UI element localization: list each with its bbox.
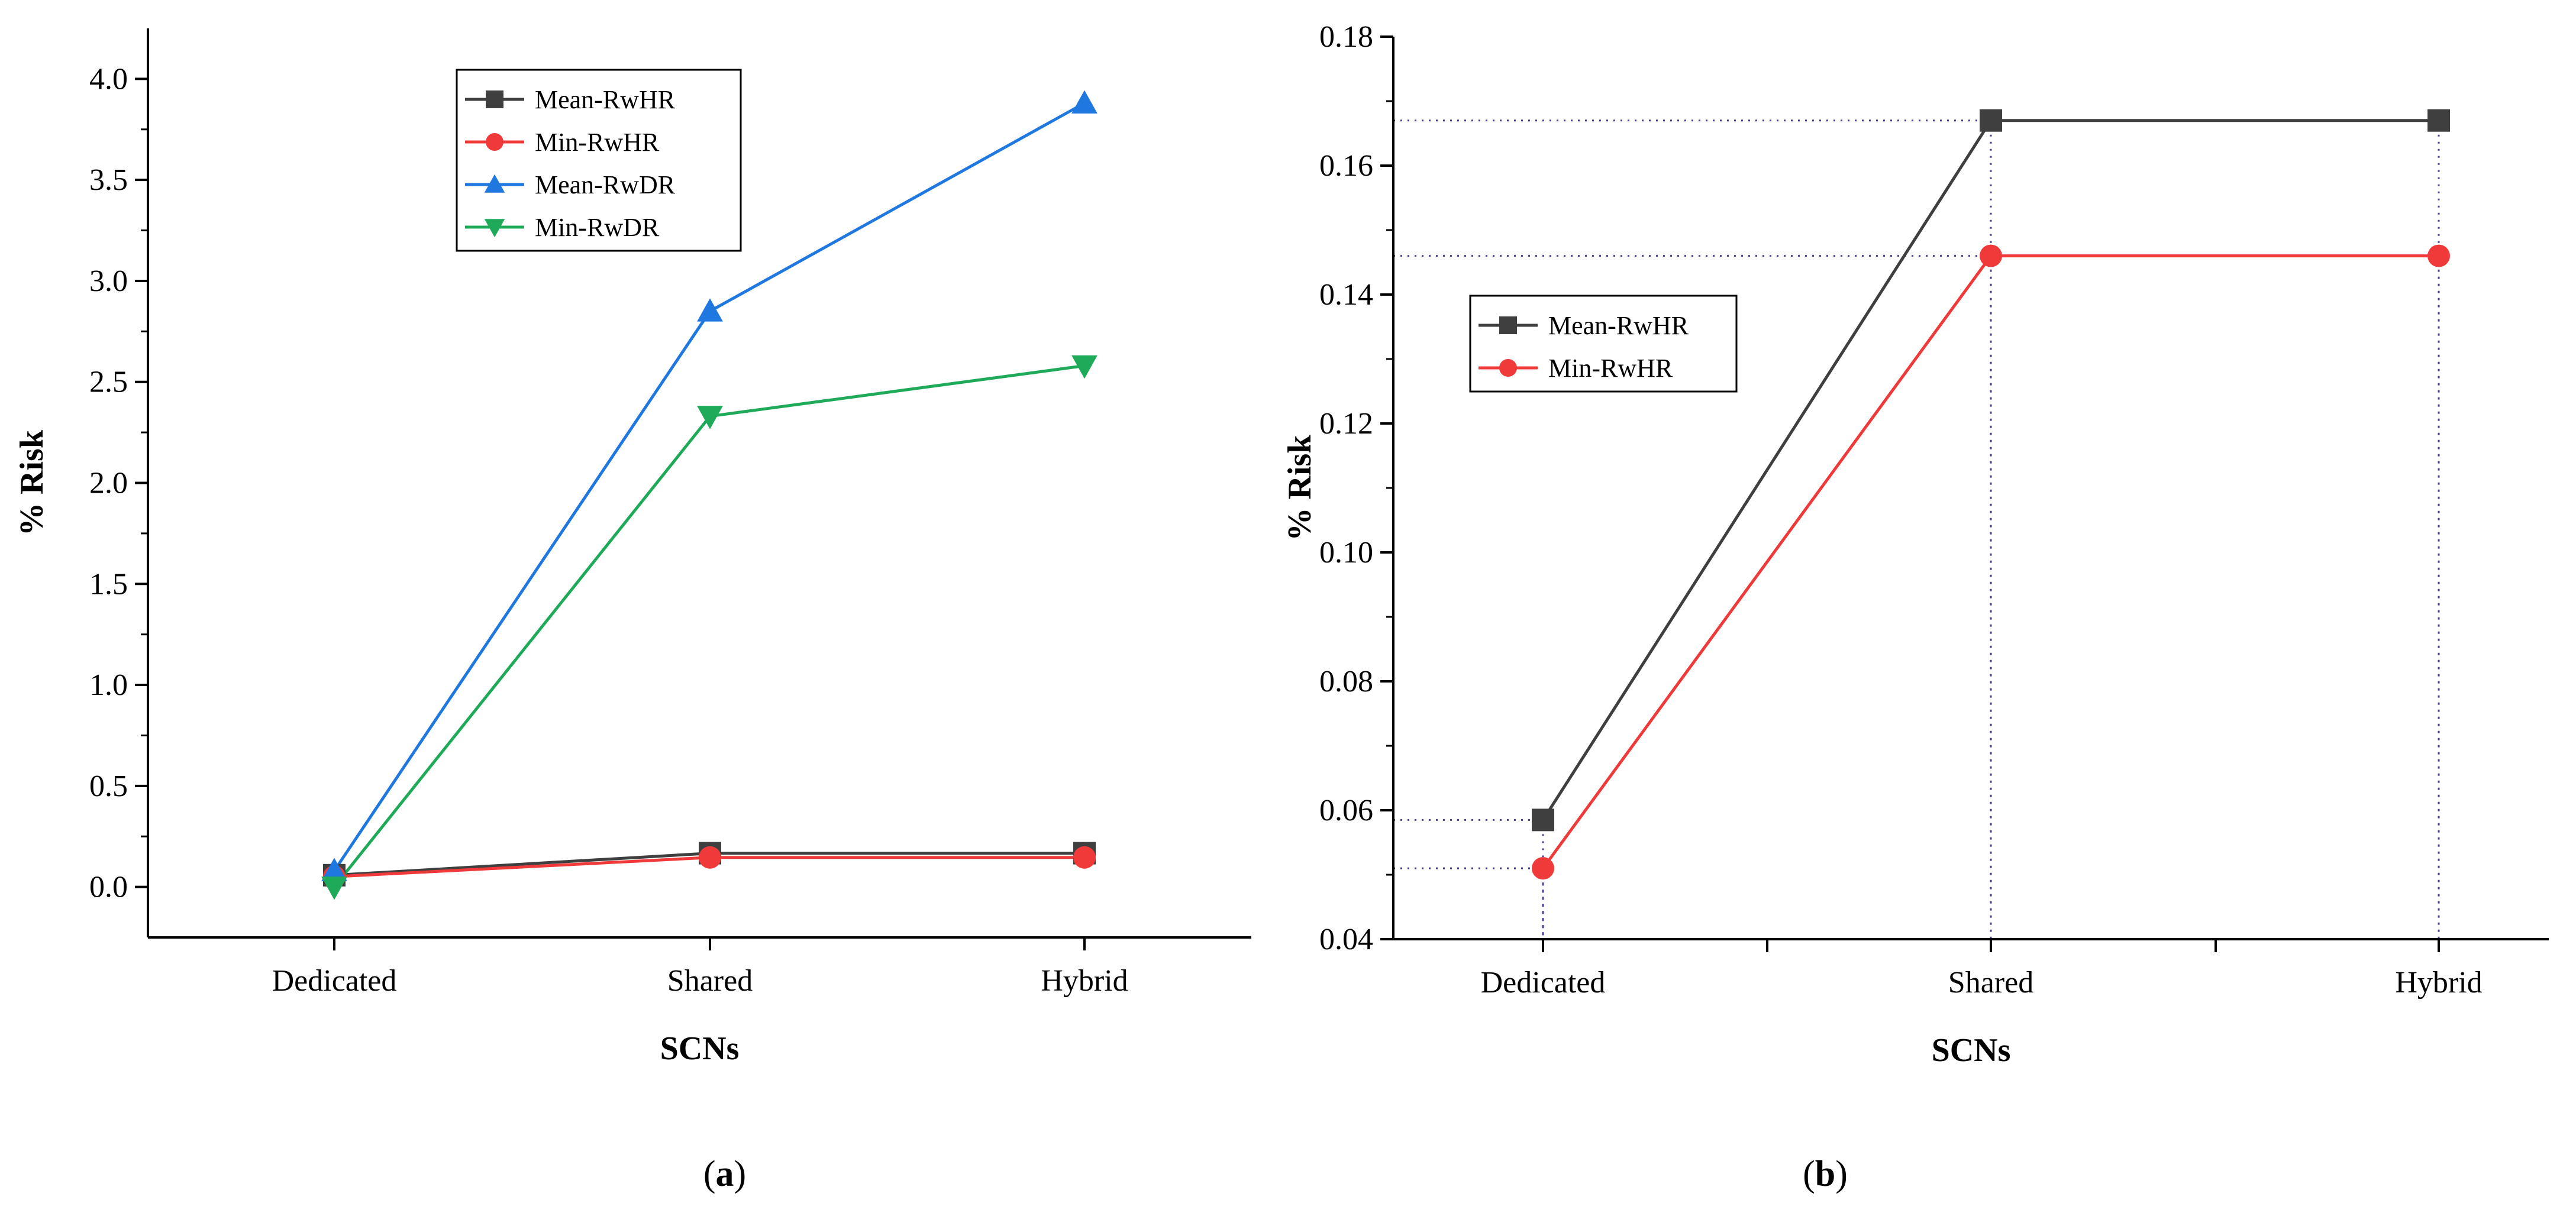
- a-point-min-rwhr: [699, 846, 721, 869]
- b-ytick-label: 0.04: [1319, 923, 1373, 956]
- b-ytick-label: 0.06: [1319, 794, 1373, 827]
- b-ytick-label: 0.14: [1319, 278, 1373, 312]
- b-point-min-rwhr: [1532, 857, 1554, 880]
- b-x-axis-label: SCNs: [1932, 1032, 2011, 1069]
- a-y-axis-label: % Risk: [14, 429, 50, 536]
- a-legend-label: Min-RwDR: [535, 213, 660, 242]
- a-point-mean-rwdr: [697, 298, 723, 322]
- b-legend-marker: [1499, 359, 1517, 377]
- b-point-min-rwhr: [2427, 244, 2450, 267]
- b-xtick-label: Dedicated: [1481, 966, 1606, 1000]
- a-point-min-rwdr: [1071, 355, 1097, 379]
- a-point-min-rwdr: [321, 877, 347, 900]
- a-ytick-label: 3.5: [89, 163, 128, 197]
- a-x-axis-label: SCNs: [660, 1030, 740, 1067]
- a-ytick-label: 2.5: [89, 366, 128, 399]
- a-point-min-rwhr: [1073, 846, 1096, 869]
- a-ytick-label: 1.0: [89, 668, 128, 702]
- a-series-line-min-rwdr: [333, 364, 1085, 888]
- a-legend-marker: [484, 174, 505, 193]
- a-ytick-label: 4.0: [89, 62, 128, 96]
- a-legend-label: Mean-RwHR: [535, 85, 676, 114]
- a-legend-marker: [484, 219, 505, 238]
- a-ytick-label: 3.0: [89, 264, 128, 298]
- a-legend-label: Mean-RwDR: [535, 170, 676, 199]
- b-legend-box: [1469, 295, 1738, 393]
- a-legend-marker: [486, 90, 503, 108]
- a-legend-marker: [486, 133, 503, 151]
- caption-a: (a): [703, 1154, 746, 1194]
- b-xtick-label: Shared: [1948, 966, 2033, 1000]
- a-point-mean-rwdr: [1071, 90, 1097, 114]
- b-ytick-label: 0.08: [1319, 665, 1373, 698]
- chart-panel-b: 0.04 0.06 0.08 0.10 0.12 0.14 0.16 0.18 Dedicate…: [1281, 20, 2549, 1069]
- b-ytick-label: 0.16: [1319, 149, 1373, 183]
- b-point-mean-rwhr: [1532, 808, 1554, 832]
- caption-b: (b): [1803, 1154, 1848, 1194]
- b-point-mean-rwhr: [1980, 109, 2002, 132]
- b-ytick-label: 0.18: [1319, 20, 1373, 54]
- b-ytick-label: 0.12: [1319, 407, 1373, 441]
- chart-panel-a: 0.0 0.5 1.0 1.5 2.0 2.5 3.0 3.5 4.0 Dedicated Shar…: [14, 28, 1251, 1067]
- b-point-mean-rwhr: [2427, 109, 2450, 132]
- b-point-min-rwhr: [1980, 244, 2002, 267]
- a-point-mean-rwdr: [321, 858, 347, 881]
- a-legend-label: Min-RwHR: [535, 128, 660, 157]
- a-ytick-label: 0.5: [89, 769, 128, 803]
- b-y-axis-label: % Risk: [1281, 435, 1318, 541]
- a-xtick-label: Dedicated: [272, 964, 397, 998]
- b-legend-label: Min-RwHR: [1548, 354, 1673, 383]
- a-xtick-label: Shared: [667, 964, 753, 998]
- a-point-min-rwdr: [697, 406, 723, 429]
- b-legend-marker: [1499, 316, 1517, 334]
- b-ytick-label: 0.10: [1319, 536, 1373, 570]
- a-ytick-label: 1.5: [89, 567, 128, 601]
- a-ytick-label: 0.0: [89, 871, 128, 904]
- b-xtick-label: Hybrid: [2395, 966, 2482, 1000]
- a-xtick-label: Hybrid: [1041, 964, 1128, 998]
- b-legend-label: Mean-RwHR: [1548, 311, 1689, 340]
- a-ytick-label: 2.0: [89, 467, 128, 500]
